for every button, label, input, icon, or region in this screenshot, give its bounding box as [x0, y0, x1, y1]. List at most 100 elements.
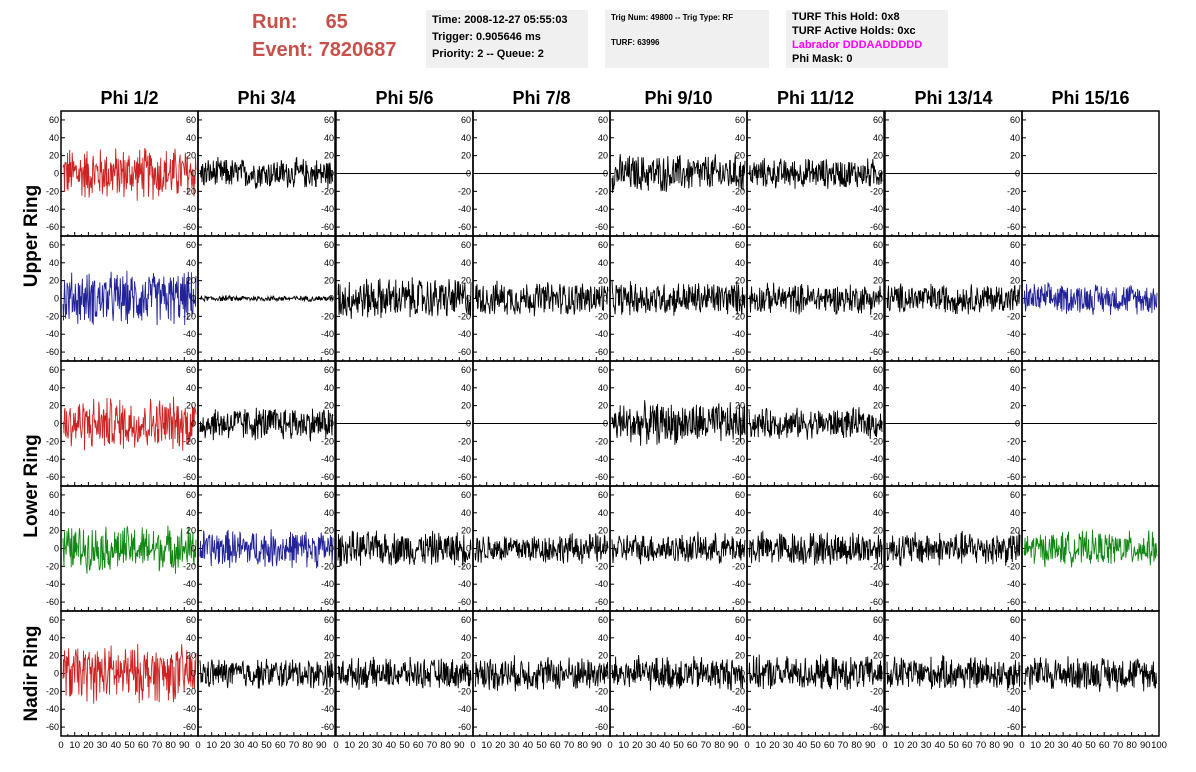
- x-tick-label: 40: [660, 740, 671, 751]
- y-tick-label: -40: [46, 204, 59, 214]
- y-tick-label: 60: [598, 240, 608, 250]
- y-tick-label: -40: [183, 704, 196, 714]
- event-label: Event:: [252, 39, 314, 61]
- x-tick-label: 0: [1019, 740, 1024, 751]
- y-tick-label: -60: [46, 597, 59, 607]
- x-tick-label: 90: [179, 740, 190, 751]
- y-tick-label: 20: [49, 276, 59, 286]
- y-tick-label: -40: [1007, 454, 1020, 464]
- y-tick-label: 60: [461, 615, 471, 625]
- y-tick-label: 20: [324, 526, 334, 536]
- y-tick-label: 60: [49, 490, 59, 500]
- x-tick-label: 10: [1030, 740, 1041, 751]
- y-tick-label: 0: [329, 294, 334, 304]
- column-header: Phi 3/4: [237, 88, 295, 108]
- trigger-text: Trigger: 0.905646 ms: [432, 31, 541, 43]
- x-tick-label: 70: [838, 740, 849, 751]
- y-tick-label: -40: [1007, 204, 1020, 214]
- y-tick-label: -20: [732, 436, 745, 446]
- y-tick-label: 0: [878, 419, 883, 429]
- y-tick-label: -60: [183, 722, 196, 732]
- y-tick-label: 40: [598, 133, 608, 143]
- y-tick-label: 0: [878, 669, 883, 679]
- column-header: Phi 1/2: [100, 88, 158, 108]
- x-tick-label: 70: [564, 740, 575, 751]
- waveform-trace: [62, 643, 197, 704]
- x-tick-label: 70: [701, 740, 712, 751]
- y-tick-label: 40: [186, 508, 196, 518]
- y-tick-label: 0: [329, 169, 334, 179]
- y-tick-label: 40: [598, 258, 608, 268]
- x-tick-label: 70: [427, 740, 438, 751]
- y-tick-label: 20: [873, 526, 883, 536]
- y-tick-label: 20: [598, 151, 608, 161]
- y-tick-label: 40: [49, 133, 59, 143]
- y-tick-label: 60: [461, 365, 471, 375]
- x-tick-label: 80: [851, 740, 862, 751]
- y-tick-label: -20: [1007, 311, 1020, 321]
- y-tick-label: 60: [873, 490, 883, 500]
- y-tick-label: -60: [458, 472, 471, 482]
- y-tick-label: -40: [321, 329, 334, 339]
- waveform-trace: [199, 529, 334, 569]
- y-tick-label: 60: [598, 490, 608, 500]
- y-tick-label: 0: [1015, 419, 1020, 429]
- y-tick-label: -60: [321, 722, 334, 732]
- y-tick-label: 40: [186, 258, 196, 268]
- y-tick-label: -60: [458, 347, 471, 357]
- y-tick-label: 0: [603, 669, 608, 679]
- y-tick-label: 0: [1015, 669, 1020, 679]
- x-tick-label: 80: [714, 740, 725, 751]
- y-tick-label: 60: [49, 240, 59, 250]
- x-tick-label: 100: [1151, 740, 1167, 751]
- waveform-trace: [474, 280, 609, 317]
- y-tick-label: 20: [598, 401, 608, 411]
- y-tick-label: 20: [873, 151, 883, 161]
- waveform-trace: [199, 407, 334, 442]
- x-tick-label: 50: [810, 740, 821, 751]
- y-tick-label: 40: [735, 633, 745, 643]
- y-tick-label: 20: [873, 651, 883, 661]
- y-tick-label: 40: [873, 508, 883, 518]
- y-tick-label: -20: [321, 186, 334, 196]
- y-tick-label: 40: [324, 633, 334, 643]
- waveform-trace: [886, 530, 1021, 567]
- x-tick-label: 60: [413, 740, 424, 751]
- y-tick-label: 60: [1010, 115, 1020, 125]
- x-tick-label: 10: [344, 740, 355, 751]
- y-tick-label: 20: [598, 526, 608, 536]
- x-tick-label: 40: [248, 740, 259, 751]
- y-tick-label: 60: [324, 490, 334, 500]
- y-tick-label: 60: [873, 365, 883, 375]
- y-tick-label: 40: [461, 133, 471, 143]
- column-header: Phi 9/10: [644, 88, 712, 108]
- waveform-trace: [611, 153, 746, 193]
- y-tick-label: 60: [186, 615, 196, 625]
- turf-active-holds: TURF Active Holds: 0xc: [792, 25, 916, 37]
- y-tick-label: 40: [735, 508, 745, 518]
- y-tick-label: 60: [186, 115, 196, 125]
- y-tick-label: 40: [49, 383, 59, 393]
- run-event-box: Run: 65 Event: 7820687: [252, 8, 397, 64]
- y-tick-label: 20: [186, 151, 196, 161]
- y-tick-label: -60: [321, 597, 334, 607]
- y-tick-label: 60: [873, 615, 883, 625]
- waveform-trace: [62, 270, 197, 326]
- x-tick-label: 0: [58, 740, 63, 751]
- y-tick-label: 40: [1010, 258, 1020, 268]
- priority-text: Priority: 2 -- Queue: 2: [432, 48, 544, 60]
- y-tick-label: 40: [186, 383, 196, 393]
- waveform-trace: [748, 282, 883, 315]
- y-tick-label: 40: [461, 508, 471, 518]
- y-tick-label: -60: [458, 222, 471, 232]
- y-tick-label: 60: [49, 615, 59, 625]
- y-tick-label: -20: [321, 311, 334, 321]
- y-tick-label: -40: [732, 329, 745, 339]
- y-tick-label: 60: [873, 115, 883, 125]
- y-tick-label: 20: [1010, 401, 1020, 411]
- waveform-trace: [474, 655, 609, 692]
- y-tick-label: 60: [186, 240, 196, 250]
- y-tick-label: -40: [595, 204, 608, 214]
- y-tick-label: -20: [321, 436, 334, 446]
- y-tick-label: 60: [324, 115, 334, 125]
